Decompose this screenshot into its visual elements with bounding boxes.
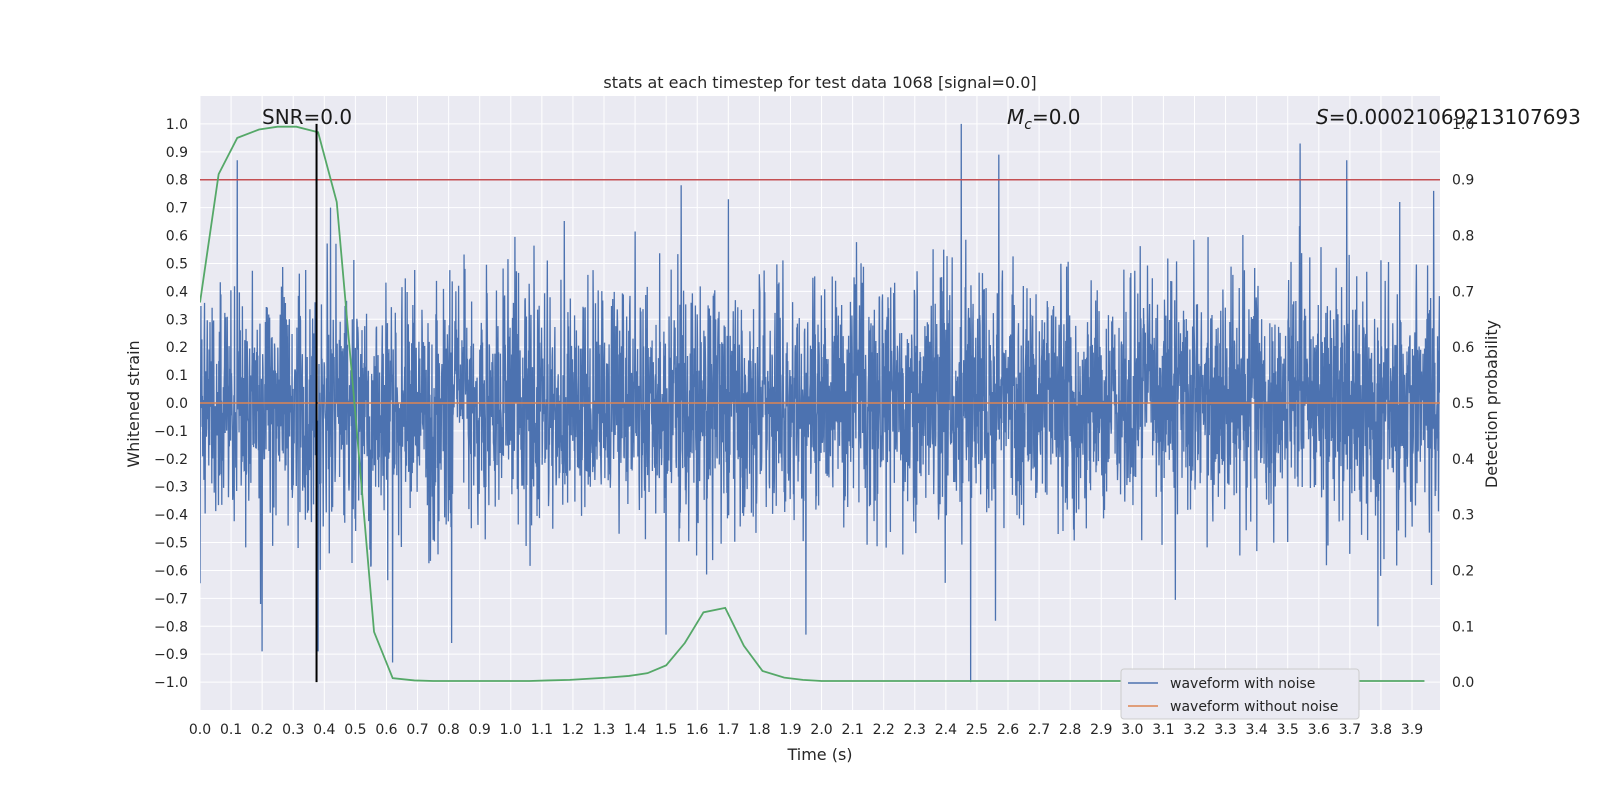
y-tick-label: 0.5: [166, 256, 188, 272]
x-tick-label: 3.7: [1339, 722, 1361, 738]
y-tick-label: −0.1: [154, 424, 188, 440]
legend-label-clean: waveform without noise: [1170, 699, 1338, 715]
x-tick-label: 3.3: [1214, 722, 1236, 738]
y-right-tick-label: 1.0: [1452, 117, 1474, 133]
y-tick-label: 0.4: [166, 284, 188, 300]
x-tick-label: 1.1: [531, 722, 553, 738]
x-tick-label: 3.1: [1152, 722, 1174, 738]
legend-label-noise: waveform with noise: [1170, 676, 1315, 692]
x-tick-label: 0.9: [469, 722, 491, 738]
x-tick-label: 1.5: [655, 722, 677, 738]
y-tick-label: 0.8: [166, 173, 188, 189]
y-right-tick-label: 0.7: [1452, 284, 1474, 300]
x-tick-label: 3.5: [1277, 722, 1299, 738]
x-tick-label: 0.2: [251, 722, 273, 738]
y-tick-label: −0.9: [154, 647, 188, 663]
y-right-tick-label: 0.2: [1452, 563, 1474, 579]
x-tick-label: 0.6: [375, 722, 397, 738]
series-waveform-with-noise: [200, 123, 1440, 683]
x-tick-label: 2.5: [966, 722, 988, 738]
y-right-tick-labels: 0.0 0.1 0.2 0.3 0.4 0.5 0.6 0.7 0.8 0.9 1.0: [1452, 117, 1474, 691]
y-right-tick-label: 0.4: [1452, 452, 1474, 468]
y-tick-label: 1.0: [166, 117, 188, 133]
x-tick-label: 0.7: [406, 722, 428, 738]
x-tick-label: 2.7: [1028, 722, 1050, 738]
legend-box: [1120, 668, 1360, 720]
y-tick-label: −1.0: [154, 675, 188, 691]
legend: waveform with noise waveform without noi…: [1120, 668, 1360, 720]
x-tick-label: 2.2: [873, 722, 895, 738]
y-right-tick-label: 0.3: [1452, 508, 1474, 524]
x-tick-labels: 0.0 0.1 0.2 0.3 0.4 0.5 0.6 0.7 0.8 0.9 1.0 1.1 1.2 1…: [189, 722, 1423, 738]
series-layer: [200, 123, 1440, 683]
x-tick-label: 2.0: [810, 722, 832, 738]
x-tick-label: 1.6: [686, 722, 708, 738]
y-tick-label: 0.3: [166, 312, 188, 328]
y-right-tick-label: 0.6: [1452, 340, 1474, 356]
x-tick-label: 0.8: [437, 722, 459, 738]
x-tick-label: 3.4: [1246, 722, 1268, 738]
chart-title: stats at each timestep for test data 106…: [603, 73, 1036, 92]
y-right-axis-label: Detection probability: [1482, 320, 1501, 488]
y-tick-label: 0.0: [166, 396, 188, 412]
x-tick-label: 3.6: [1308, 722, 1330, 738]
x-tick-label: 2.3: [904, 722, 926, 738]
x-tick-label: 2.4: [935, 722, 957, 738]
y-axis-label: Whitened strain: [124, 340, 143, 467]
s-symbol: S: [1316, 105, 1329, 129]
y-tick-label: −0.5: [154, 536, 188, 552]
y-right-tick-label: 0.0: [1452, 675, 1474, 691]
snr-annotation: SNR=0.0: [262, 105, 352, 129]
y-tick-label: 0.1: [166, 368, 188, 384]
x-tick-label: 1.8: [748, 722, 770, 738]
x-tick-label: 1.4: [624, 722, 646, 738]
x-tick-label: 1.0: [500, 722, 522, 738]
x-tick-label: 2.1: [841, 722, 863, 738]
x-tick-label: 1.9: [779, 722, 801, 738]
y-right-tick-label: 0.5: [1452, 396, 1474, 412]
y-right-tick-label: 0.1: [1452, 619, 1474, 635]
x-tick-label: 0.5: [344, 722, 366, 738]
x-tick-label: 0.3: [282, 722, 304, 738]
y-tick-labels: −1.0 −0.9 −0.8 −0.7 −0.6 −0.5 −0.4 −0.3 −0.2 −0.1…: [154, 117, 188, 691]
x-tick-label: 0.0: [189, 722, 211, 738]
x-tick-label: 3.0: [1121, 722, 1143, 738]
y-right-tick-label: 0.8: [1452, 229, 1474, 245]
x-tick-label: 0.1: [220, 722, 242, 738]
x-tick-label: 2.8: [1059, 722, 1081, 738]
mc-value: =0.0: [1032, 105, 1081, 129]
s-annotation: S=0.00021069213107693: [1316, 105, 1581, 129]
y-tick-label: −0.2: [154, 452, 188, 468]
x-tick-label: 1.2: [562, 722, 584, 738]
y-tick-label: 0.9: [166, 145, 188, 161]
s-value: =0.00021069213107693: [1329, 105, 1581, 129]
x-tick-label: 0.4: [313, 722, 335, 738]
x-axis-label: Time (s): [786, 745, 852, 764]
x-tick-label: 3.9: [1401, 722, 1423, 738]
y-tick-label: 0.7: [166, 201, 188, 217]
y-tick-label: −0.7: [154, 591, 188, 607]
mc-subscript: c: [1024, 117, 1032, 133]
x-tick-label: 3.8: [1370, 722, 1392, 738]
y-tick-label: −0.3: [154, 480, 188, 496]
y-tick-label: −0.8: [154, 619, 188, 635]
x-tick-label: 2.6: [997, 722, 1019, 738]
y-tick-label: 0.2: [166, 340, 188, 356]
x-tick-label: 3.2: [1183, 722, 1205, 738]
mc-symbol: M: [1007, 105, 1024, 129]
x-tick-label: 1.7: [717, 722, 739, 738]
y-tick-label: 0.6: [166, 229, 188, 245]
mc-annotation: Mc=0.0: [1007, 105, 1081, 133]
x-tick-label: 1.3: [593, 722, 615, 738]
y-tick-label: −0.6: [154, 563, 188, 579]
y-right-tick-label: 0.9: [1452, 173, 1474, 189]
x-tick-label: 2.9: [1090, 722, 1112, 738]
y-tick-label: −0.4: [154, 508, 188, 524]
